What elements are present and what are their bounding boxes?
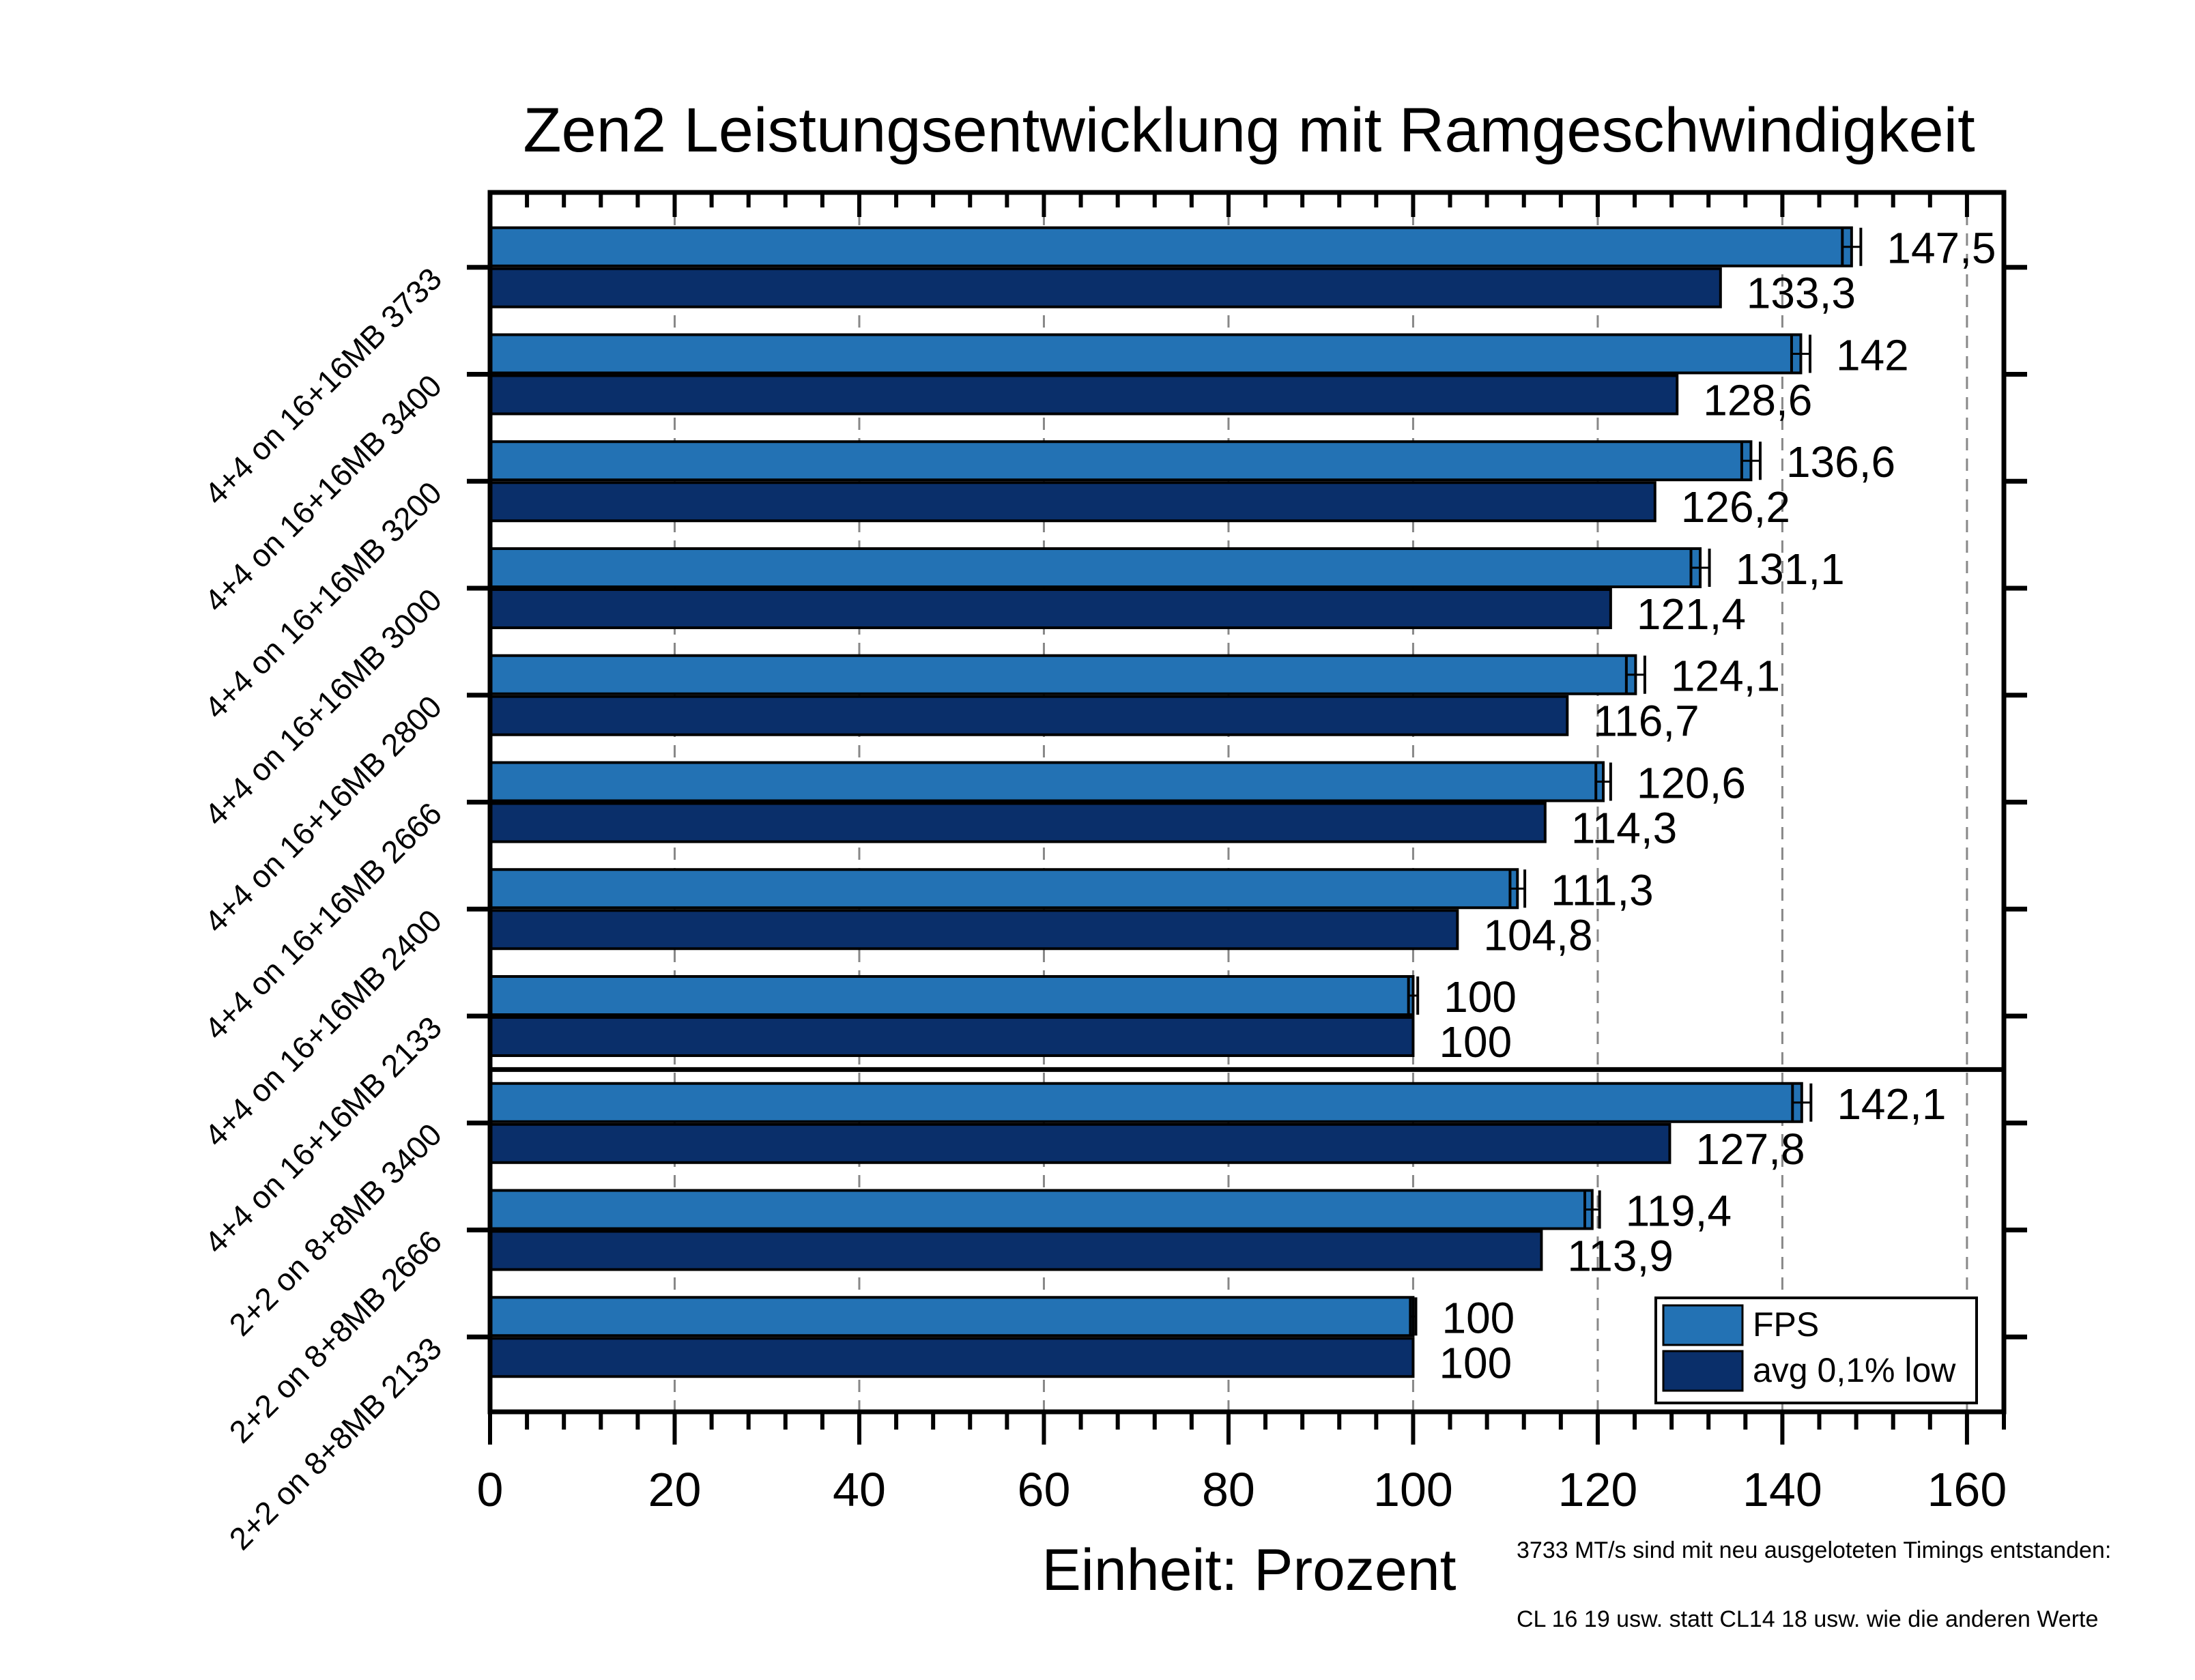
data-label-fps: 124,1 [1671, 652, 1780, 701]
bar-fps [489, 333, 1803, 375]
data-label-low: 121,4 [1637, 590, 1746, 639]
error-bars [1407, 227, 1863, 1336]
category-label: 2+2 on 8+8MB 2133 [223, 1331, 449, 1557]
data-label-low: 133,3 [1747, 269, 1856, 318]
bar-fps [489, 975, 1415, 1017]
data-label-fps: 111,3 [1551, 865, 1654, 914]
x-tick-label: 100 [1373, 1463, 1453, 1516]
bar-fps [489, 1082, 1803, 1123]
bar-low [489, 802, 1547, 843]
data-label-fps: 142,1 [1837, 1080, 1946, 1129]
legend-label-fps: FPS [1753, 1305, 1819, 1344]
bar-low [489, 695, 1569, 736]
bar-fps [489, 868, 1519, 910]
data-label-fps: 136,6 [1786, 437, 1895, 487]
data-label-low: 128,6 [1703, 375, 1812, 424]
category-label: 2+2 on 8+8MB 2666 [223, 1223, 449, 1450]
bars [489, 226, 1853, 1378]
data-label-fps: 142 [1836, 330, 1909, 379]
x-tick-label: 40 [833, 1463, 886, 1516]
data-label-low: 100 [1439, 1017, 1512, 1067]
data-label-fps: 100 [1441, 1293, 1515, 1342]
data-label-low: 113,9 [1567, 1232, 1673, 1281]
annotation-line-1: 3733 MT/s sind mit neu ausgeloteten Timi… [1517, 1537, 2111, 1563]
legend-swatch-low [1662, 1350, 1744, 1392]
bar-fps [489, 226, 1853, 267]
annotation-line-2: CL 16 19 usw. statt CL14 18 usw. wie die… [1517, 1606, 2098, 1632]
bar-fps [489, 1296, 1415, 1337]
data-label-low: 100 [1439, 1338, 1512, 1387]
bar-low [489, 481, 1656, 523]
bar-low [489, 267, 1722, 308]
legend: FPS avg 0,1% low [1654, 1297, 1978, 1404]
legend-swatch-fps [1662, 1304, 1744, 1346]
chart-title: Zen2 Leistungsentwicklung mit Ramgeschwi… [523, 96, 1975, 165]
bar-fps [489, 440, 1753, 482]
bar-fps [489, 761, 1605, 802]
data-label-fps: 119,4 [1626, 1187, 1732, 1236]
data-label-low: 116,7 [1593, 697, 1699, 746]
data-label-low: 114,3 [1571, 804, 1677, 853]
x-tick-label: 160 [1927, 1463, 2007, 1516]
bar-fps [489, 654, 1637, 695]
data-label-low: 104,8 [1483, 910, 1592, 959]
x-tick-label: 60 [1018, 1463, 1071, 1516]
data-label-fps: 120,6 [1637, 759, 1746, 808]
x-tick-label: 0 [477, 1463, 504, 1516]
bar-low [489, 588, 1612, 629]
data-label-low: 127,8 [1695, 1125, 1805, 1174]
x-tick-label: 120 [1558, 1463, 1638, 1516]
category-label: 2+2 on 8+8MB 3400 [223, 1116, 449, 1343]
x-tick-label: 20 [648, 1463, 702, 1516]
data-label-fps: 100 [1444, 972, 1517, 1022]
x-tick-label: 140 [1742, 1463, 1822, 1516]
bar-low [489, 1230, 1543, 1271]
x-axis: 0 20 40 60 80 100 120 140 160 [477, 192, 2007, 1516]
bar-fps [489, 547, 1702, 588]
data-label-fps: 131,1 [1736, 545, 1845, 594]
x-axis-label: Einheit: Prozent [1042, 1537, 1456, 1603]
bar-low [489, 1016, 1415, 1058]
bar-low [489, 374, 1679, 416]
data-label-low: 126,2 [1681, 482, 1790, 532]
bar-fps [489, 1189, 1594, 1230]
bar-low [489, 1123, 1672, 1164]
data-label-fps: 147,5 [1886, 224, 1996, 273]
bar-low [489, 909, 1459, 951]
x-tick-label: 80 [1202, 1463, 1255, 1516]
bar-low [489, 1337, 1415, 1378]
legend-label-low: avg 0,1% low [1753, 1351, 1956, 1389]
